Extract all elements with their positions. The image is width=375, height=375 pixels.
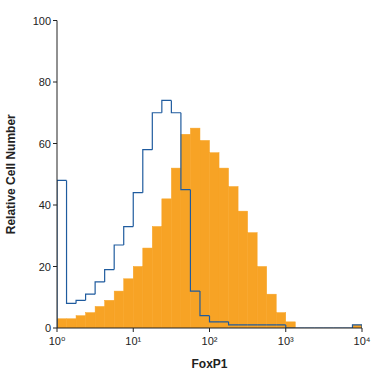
histogram-bar <box>95 306 105 328</box>
histogram-outline <box>171 100 181 112</box>
x-tick-label: 10³ <box>278 335 294 347</box>
histogram-outline <box>267 324 277 325</box>
histogram-outline <box>133 193 143 227</box>
histogram-bar <box>76 316 86 328</box>
histogram-outline <box>181 113 191 190</box>
histogram-outline <box>200 291 210 316</box>
y-tick-label: 40 <box>39 199 51 211</box>
x-axis-label: FoxP1 <box>191 357 227 371</box>
y-tick <box>53 328 57 329</box>
x-tick <box>209 328 210 332</box>
histogram-bar <box>229 187 239 328</box>
x-tick <box>133 328 134 332</box>
y-tick <box>53 20 57 21</box>
histogram-outline <box>190 190 200 291</box>
x-tick <box>285 328 286 332</box>
histogram-outline <box>95 282 105 294</box>
histogram-bar <box>114 291 124 328</box>
histogram-bar <box>210 153 220 328</box>
y-tick-label: 0 <box>45 322 51 334</box>
histogram-outline <box>210 316 220 322</box>
histogram-outline <box>143 150 153 193</box>
histogram-bar <box>105 300 115 328</box>
y-tick-label: 80 <box>39 76 51 88</box>
histogram-outline <box>248 324 258 325</box>
histogram-outline <box>238 324 248 325</box>
x-tick <box>362 328 363 332</box>
histogram-bar <box>286 322 296 328</box>
histogram-outline <box>219 321 229 322</box>
histogram-outline <box>257 324 267 325</box>
histogram-outline <box>162 100 172 112</box>
histogram-bar <box>219 168 229 328</box>
histogram-bar <box>200 140 210 328</box>
histogram-bar <box>171 168 181 328</box>
histogram-bar <box>162 199 172 328</box>
histogram-bar <box>248 233 258 328</box>
histogram-bar <box>238 211 248 328</box>
histogram-bar <box>276 313 286 328</box>
histogram-bar <box>57 319 67 328</box>
histogram-bar <box>257 267 267 329</box>
plot-area <box>57 100 362 328</box>
histogram-outline <box>124 227 134 245</box>
histogram-bar <box>124 279 134 328</box>
histogram-outline <box>57 180 67 328</box>
y-tick <box>53 205 57 206</box>
histogram-bar <box>152 227 162 328</box>
y-tick <box>53 266 57 267</box>
x-tick-label: 10¹ <box>125 335 141 347</box>
histogram-outline <box>86 294 96 300</box>
histogram-bar <box>181 134 191 328</box>
histogram-bar <box>190 128 200 328</box>
histogram-bar <box>143 248 153 328</box>
y-tick-label: 60 <box>39 138 51 150</box>
y-axis-label: Relative Cell Number <box>4 114 18 234</box>
histogram-outline <box>114 245 124 270</box>
x-tick-label: 10² <box>202 335 218 347</box>
histogram-outline <box>67 180 77 303</box>
y-tick <box>53 82 57 83</box>
histogram-bar <box>133 267 143 329</box>
x-tick-label: 10⁴ <box>354 335 371 347</box>
histogram-outline <box>229 322 239 325</box>
y-axis <box>57 21 58 329</box>
y-tick-label: 20 <box>39 261 51 273</box>
histogram-bar <box>67 319 77 328</box>
histogram-outline <box>152 113 162 150</box>
chart: 0 20 40 60 80 100 10⁰ 10¹ 10² 10³ 10⁴ FoxP1 Relative… <box>0 0 375 375</box>
x-tick <box>57 328 58 332</box>
histogram-bar <box>267 294 277 328</box>
histogram-bar <box>86 313 96 328</box>
histogram-outline <box>276 324 286 325</box>
x-tick-label: 10⁰ <box>49 335 66 347</box>
y-tick <box>53 143 57 144</box>
y-tick-label: 100 <box>33 15 51 27</box>
histogram-outline <box>105 270 115 282</box>
histogram-outline <box>76 300 86 303</box>
